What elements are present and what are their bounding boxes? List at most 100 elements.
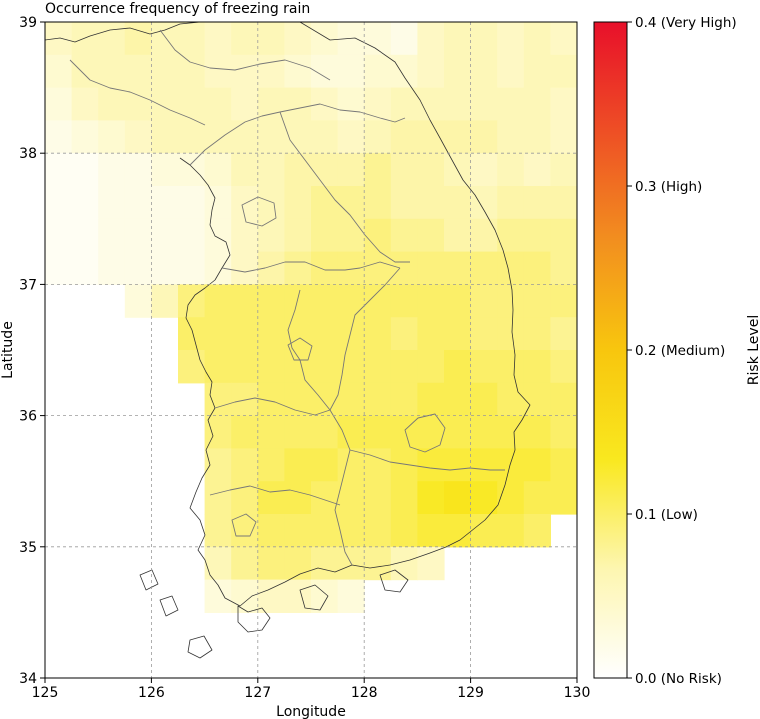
island-coastline-4 (159, 595, 179, 617)
colorbar-tick-label: 0.4 (Very High) (635, 15, 737, 31)
heatmap-cell (630, 88, 657, 121)
heatmap-cell (550, 54, 577, 89)
heatmap-cell (683, 219, 710, 252)
heatmap-cell (257, 54, 285, 89)
heatmap-cell (444, 514, 472, 548)
heatmap-cell (657, 55, 684, 88)
heatmap-cell (710, 186, 737, 219)
heatmap-cell (657, 448, 684, 481)
heatmap-cell (550, 120, 577, 154)
heatmap-cell (470, 22, 498, 56)
heatmap-cell (151, 186, 179, 220)
heatmap-cell (497, 87, 525, 121)
heatmap-cell (98, 120, 126, 154)
heatmap-cell (497, 415, 525, 449)
y-axis-label: Latitude (0, 321, 16, 379)
heatmap-cell (257, 218, 285, 253)
heatmap-cell (151, 153, 179, 187)
heatmap-cell (630, 284, 657, 317)
heatmap-cell (204, 186, 232, 220)
heatmap-cell (523, 218, 551, 253)
heatmap-cell (523, 120, 551, 154)
heatmap-cell (364, 251, 392, 285)
heatmap-cell (470, 87, 498, 121)
heatmap-cell (284, 448, 312, 482)
heatmap-cell (364, 350, 392, 384)
heatmap-cell (337, 350, 365, 384)
heatmap-cell (364, 415, 392, 449)
heatmap-cell (683, 383, 710, 416)
heatmap-cell (231, 186, 259, 220)
heatmap-cell (231, 87, 259, 121)
heatmap-cell (257, 350, 285, 384)
heatmap-cell (497, 350, 525, 384)
heatmap-cell (390, 153, 418, 187)
heatmap-cell (523, 284, 551, 318)
heatmap-cell (523, 251, 551, 285)
heatmap-cell (124, 251, 152, 285)
heatmap-cell (470, 54, 498, 89)
heatmap-cell (417, 546, 445, 581)
y-tick-label: 38 (19, 146, 37, 162)
colorbar-tick-label: 0.2 (Medium) (635, 343, 725, 359)
heatmap-cell (364, 514, 392, 548)
heatmap-cell (364, 186, 392, 220)
heatmap-cell (337, 54, 365, 89)
heatmap-cell (98, 22, 126, 56)
heatmap-cell (364, 120, 392, 154)
y-tick-label: 34 (19, 671, 37, 687)
heatmap-cell (124, 284, 152, 318)
heatmap-cell (657, 219, 684, 252)
heatmap-cell (470, 481, 498, 515)
heatmap-cell (417, 284, 445, 318)
heatmap-cell (311, 153, 339, 187)
heatmap-cell (417, 481, 445, 515)
heatmap-cell (337, 153, 365, 187)
heatmap-cell (45, 120, 73, 154)
heatmap-cell (550, 284, 577, 318)
heatmap-cell (124, 120, 152, 154)
heatmap-cell (630, 416, 657, 449)
heatmap-cell (231, 251, 259, 285)
heatmap-cell (364, 87, 392, 121)
island-coastline-2 (299, 584, 329, 611)
heatmap-cell (737, 22, 760, 55)
heatmap-cell (204, 514, 232, 548)
plot-frame (44, 21, 578, 679)
y-axis-ticks: 34 35 36 37 38 39 (19, 15, 45, 687)
heatmap-cell (311, 382, 339, 417)
heatmap-cell (257, 448, 285, 482)
heatmap-cell (550, 218, 577, 253)
heatmap-cell (470, 317, 498, 351)
heatmap-cell (231, 514, 259, 548)
heatmap-cell (337, 317, 365, 351)
heatmap-cell (390, 22, 418, 56)
heatmap-cell (311, 448, 339, 482)
border-jeonbuk-jeonnam (209, 485, 341, 506)
x-tick-label: 130 (564, 685, 591, 701)
heatmap-cell (497, 382, 525, 417)
heatmap-cell (257, 481, 285, 515)
gwangju-outline (231, 513, 257, 537)
heatmap-cell (710, 252, 737, 285)
heatmap-cell (444, 218, 472, 253)
heatmap-cell (204, 153, 232, 187)
heatmap-cell (257, 284, 285, 318)
heatmap-cell (284, 22, 312, 56)
heatmap-cell (444, 22, 472, 56)
heatmap-cell (683, 55, 710, 88)
heatmap-cell (470, 350, 498, 384)
heatmap-cell (337, 120, 365, 154)
heatmap-cell (311, 251, 339, 285)
heatmap-cell (390, 317, 418, 351)
heatmap-cell (523, 415, 551, 449)
x-tick-label: 128 (351, 685, 378, 701)
heatmap-cell (71, 120, 99, 154)
heatmap-cell (204, 120, 232, 154)
dmz-border (189, 103, 406, 166)
heatmap-cell (231, 448, 259, 482)
heatmap-cell (497, 186, 525, 220)
heatmap-cell (470, 514, 498, 548)
heatmap-cell (417, 87, 445, 121)
